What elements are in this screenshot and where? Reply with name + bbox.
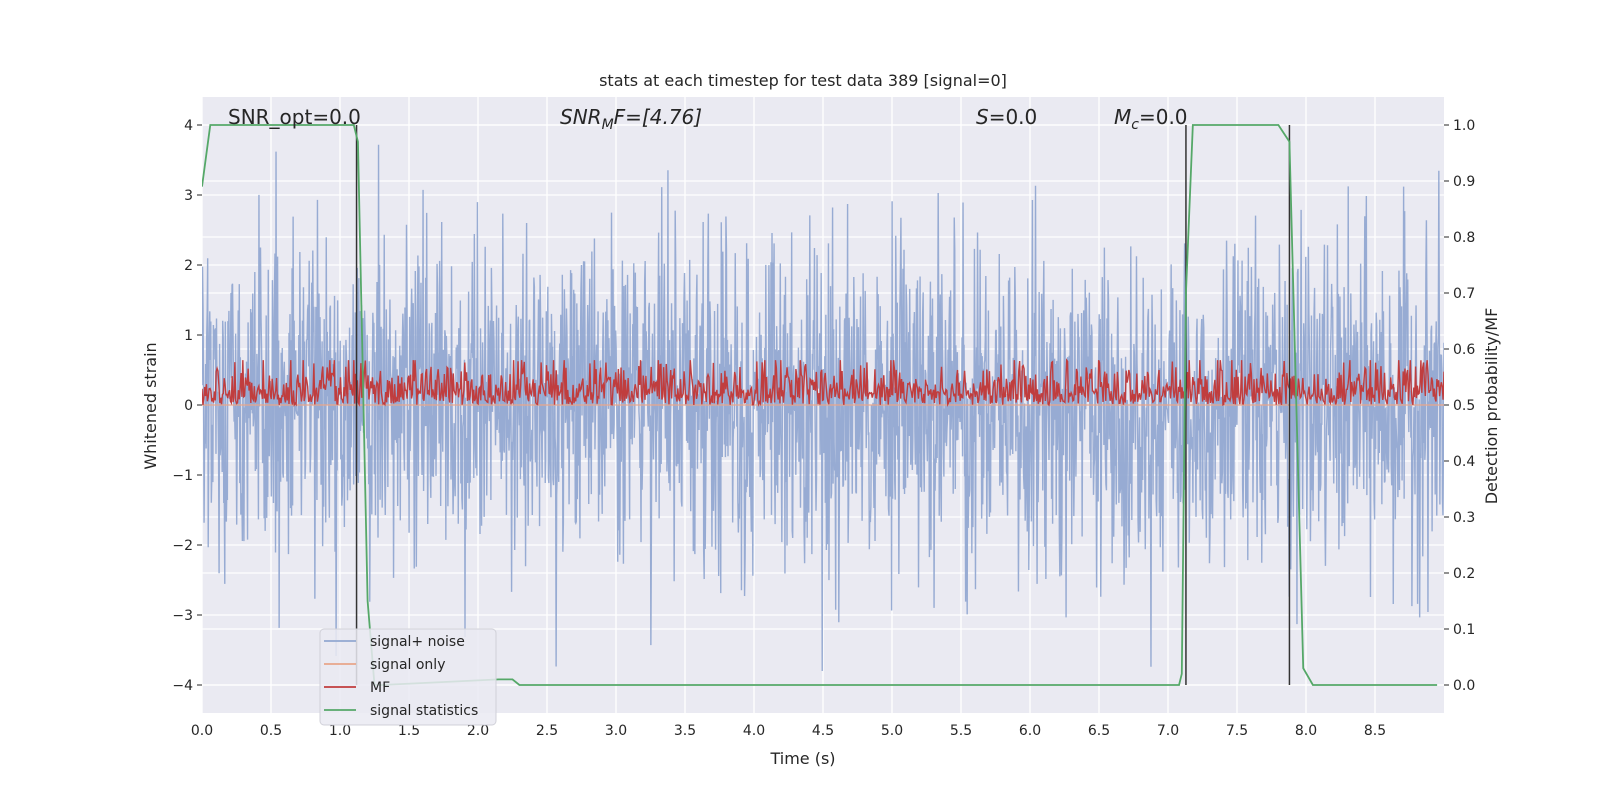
- x-tick-label: 7.0: [1157, 723, 1179, 739]
- y-right-tick-label: 0.8: [1453, 230, 1475, 246]
- x-tick-label: 6.0: [1019, 723, 1041, 739]
- data-layer: [202, 124, 1444, 686]
- annotation-mc-main: M: [1114, 105, 1131, 129]
- x-tick-label: 5.5: [950, 723, 972, 739]
- y-right-tick-label: 0.1: [1453, 622, 1475, 638]
- x-tick-label: 3.5: [674, 723, 696, 739]
- y-left-tick-label: 0: [184, 398, 193, 414]
- y-right-tick-label: 0.4: [1453, 454, 1475, 470]
- y-left-axis-ticks: −4 −3 −2 −1 0 1 2 3 4: [172, 118, 202, 694]
- y-left-tick-label: 1: [184, 328, 193, 344]
- x-tick-label: 8.5: [1364, 723, 1386, 739]
- annotation-snr-mf-sub: M: [602, 117, 614, 133]
- x-tick-label: 0.5: [260, 723, 282, 739]
- y-right-tick-label: 0.7: [1453, 286, 1475, 302]
- chart-title: stats at each timestep for test data 389…: [599, 71, 1007, 90]
- series-signal-noise: [202, 144, 1444, 672]
- y-right-tick-label: 0.3: [1453, 510, 1475, 526]
- legend-entry-label: signal only: [370, 657, 445, 673]
- x-tick-label: 4.0: [743, 723, 765, 739]
- y-left-tick-label: −4: [172, 678, 193, 694]
- x-tick-label: 2.0: [467, 723, 489, 739]
- annotation-snr-mf: SNRMF=[4.76]: [560, 105, 702, 133]
- y-left-tick-label: 2: [184, 258, 193, 274]
- legend-entry-label: signal statistics: [370, 703, 478, 719]
- y-right-tick-label: 1.0: [1453, 118, 1475, 134]
- annotation-snr-mf-rest: F=[4.76]: [614, 105, 702, 129]
- annotation-s: S=0.0: [976, 105, 1037, 129]
- x-tick-label: 0.0: [191, 723, 213, 739]
- y-left-tick-label: 4: [184, 118, 193, 134]
- y-right-tick-label: 0.0: [1453, 678, 1475, 694]
- y-right-tick-label: 0.6: [1453, 342, 1475, 358]
- x-tick-label: 7.5: [1226, 723, 1248, 739]
- x-tick-label: 5.0: [881, 723, 903, 739]
- x-tick-label: 8.0: [1295, 723, 1317, 739]
- y-left-tick-label: −1: [172, 468, 193, 484]
- legend-entry-label: MF: [370, 680, 390, 696]
- x-tick-label: 2.5: [536, 723, 558, 739]
- annotation-snr-opt: SNR_opt=0.0: [228, 105, 361, 129]
- x-tick-label: 4.5: [812, 723, 834, 739]
- y-left-axis-label: Whitened strain: [141, 342, 160, 469]
- annotation-s-main: S: [976, 105, 989, 129]
- annotation-snr-mf-main: SNR: [560, 105, 602, 129]
- x-tick-label: 6.5: [1088, 723, 1110, 739]
- annotation-mc-sub: c: [1131, 117, 1139, 133]
- y-right-tick-label: 0.5: [1453, 398, 1475, 414]
- y-right-tick-label: 0.9: [1453, 174, 1475, 190]
- legend: signal+ noise signal only MF signal statist…: [319, 628, 497, 726]
- y-right-axis-ticks: 0.0 0.1 0.2 0.3 0.4 0.5 0.6 0.7 0.8 0.9 1.0: [1444, 118, 1475, 694]
- x-axis-label: Time (s): [769, 749, 835, 768]
- legend-box: [319, 628, 497, 726]
- x-tick-label: 1.5: [398, 723, 420, 739]
- annotations: SNR_opt=0.0 SNRMF=[4.76] S=0.0 Mc=0.0: [228, 105, 1188, 133]
- annotation-mc: Mc=0.0: [1114, 105, 1188, 133]
- annotation-mc-rest: =0.0: [1139, 105, 1188, 129]
- x-axis-ticks: 0.0 0.5 1.0 1.5 2.0 2.5 3.0 3.5 4.0 4.5 5.0 5.5 6.0 6…: [191, 723, 1386, 739]
- x-tick-label: 3.0: [605, 723, 627, 739]
- y-left-tick-label: 3: [184, 188, 193, 204]
- series-signal-statistics: [202, 124, 1438, 686]
- series-mf: [202, 358, 1444, 408]
- y-left-tick-label: −2: [172, 538, 193, 554]
- legend-entry-label: signal+ noise: [370, 634, 465, 650]
- y-left-tick-label: −3: [172, 608, 193, 624]
- x-tick-label: 1.0: [329, 723, 351, 739]
- y-right-tick-label: 0.2: [1453, 566, 1475, 582]
- annotation-s-rest: =0.0: [989, 105, 1038, 129]
- y-right-axis-label: Detection probability/MF: [1482, 308, 1501, 505]
